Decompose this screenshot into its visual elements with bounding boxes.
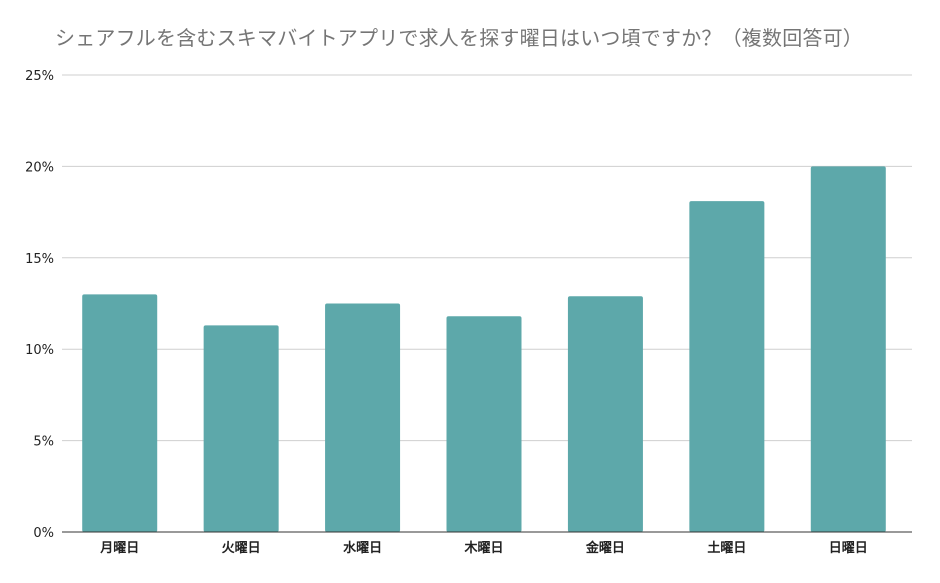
x-tick-label: 月曜日 bbox=[99, 541, 139, 556]
x-tick-label: 火曜日 bbox=[222, 541, 261, 556]
bar bbox=[810, 166, 886, 532]
bar bbox=[82, 294, 158, 532]
y-tick-label: 15% bbox=[25, 252, 54, 267]
y-tick-label: 0% bbox=[33, 526, 54, 541]
y-tick-label: 10% bbox=[25, 343, 54, 358]
x-tick-label: 日曜日 bbox=[829, 541, 868, 556]
y-tick-label: 25% bbox=[25, 69, 54, 84]
bar bbox=[446, 316, 522, 532]
x-tick-label: 水曜日 bbox=[343, 540, 382, 556]
y-tick-label: 20% bbox=[25, 160, 54, 175]
x-tick-label: 土曜日 bbox=[707, 540, 746, 556]
bar bbox=[567, 296, 643, 532]
x-tick-label: 金曜日 bbox=[585, 540, 625, 556]
bar bbox=[325, 303, 401, 532]
chart-title: シェアフルを含むスキマバイトアプリで求人を探す曜日はいつ頃ですか？（複数回答可） bbox=[55, 26, 863, 50]
bar bbox=[203, 325, 279, 532]
x-tick-label: 木曜日 bbox=[463, 540, 503, 556]
bar bbox=[689, 201, 765, 532]
y-tick-label: 5% bbox=[33, 435, 54, 450]
